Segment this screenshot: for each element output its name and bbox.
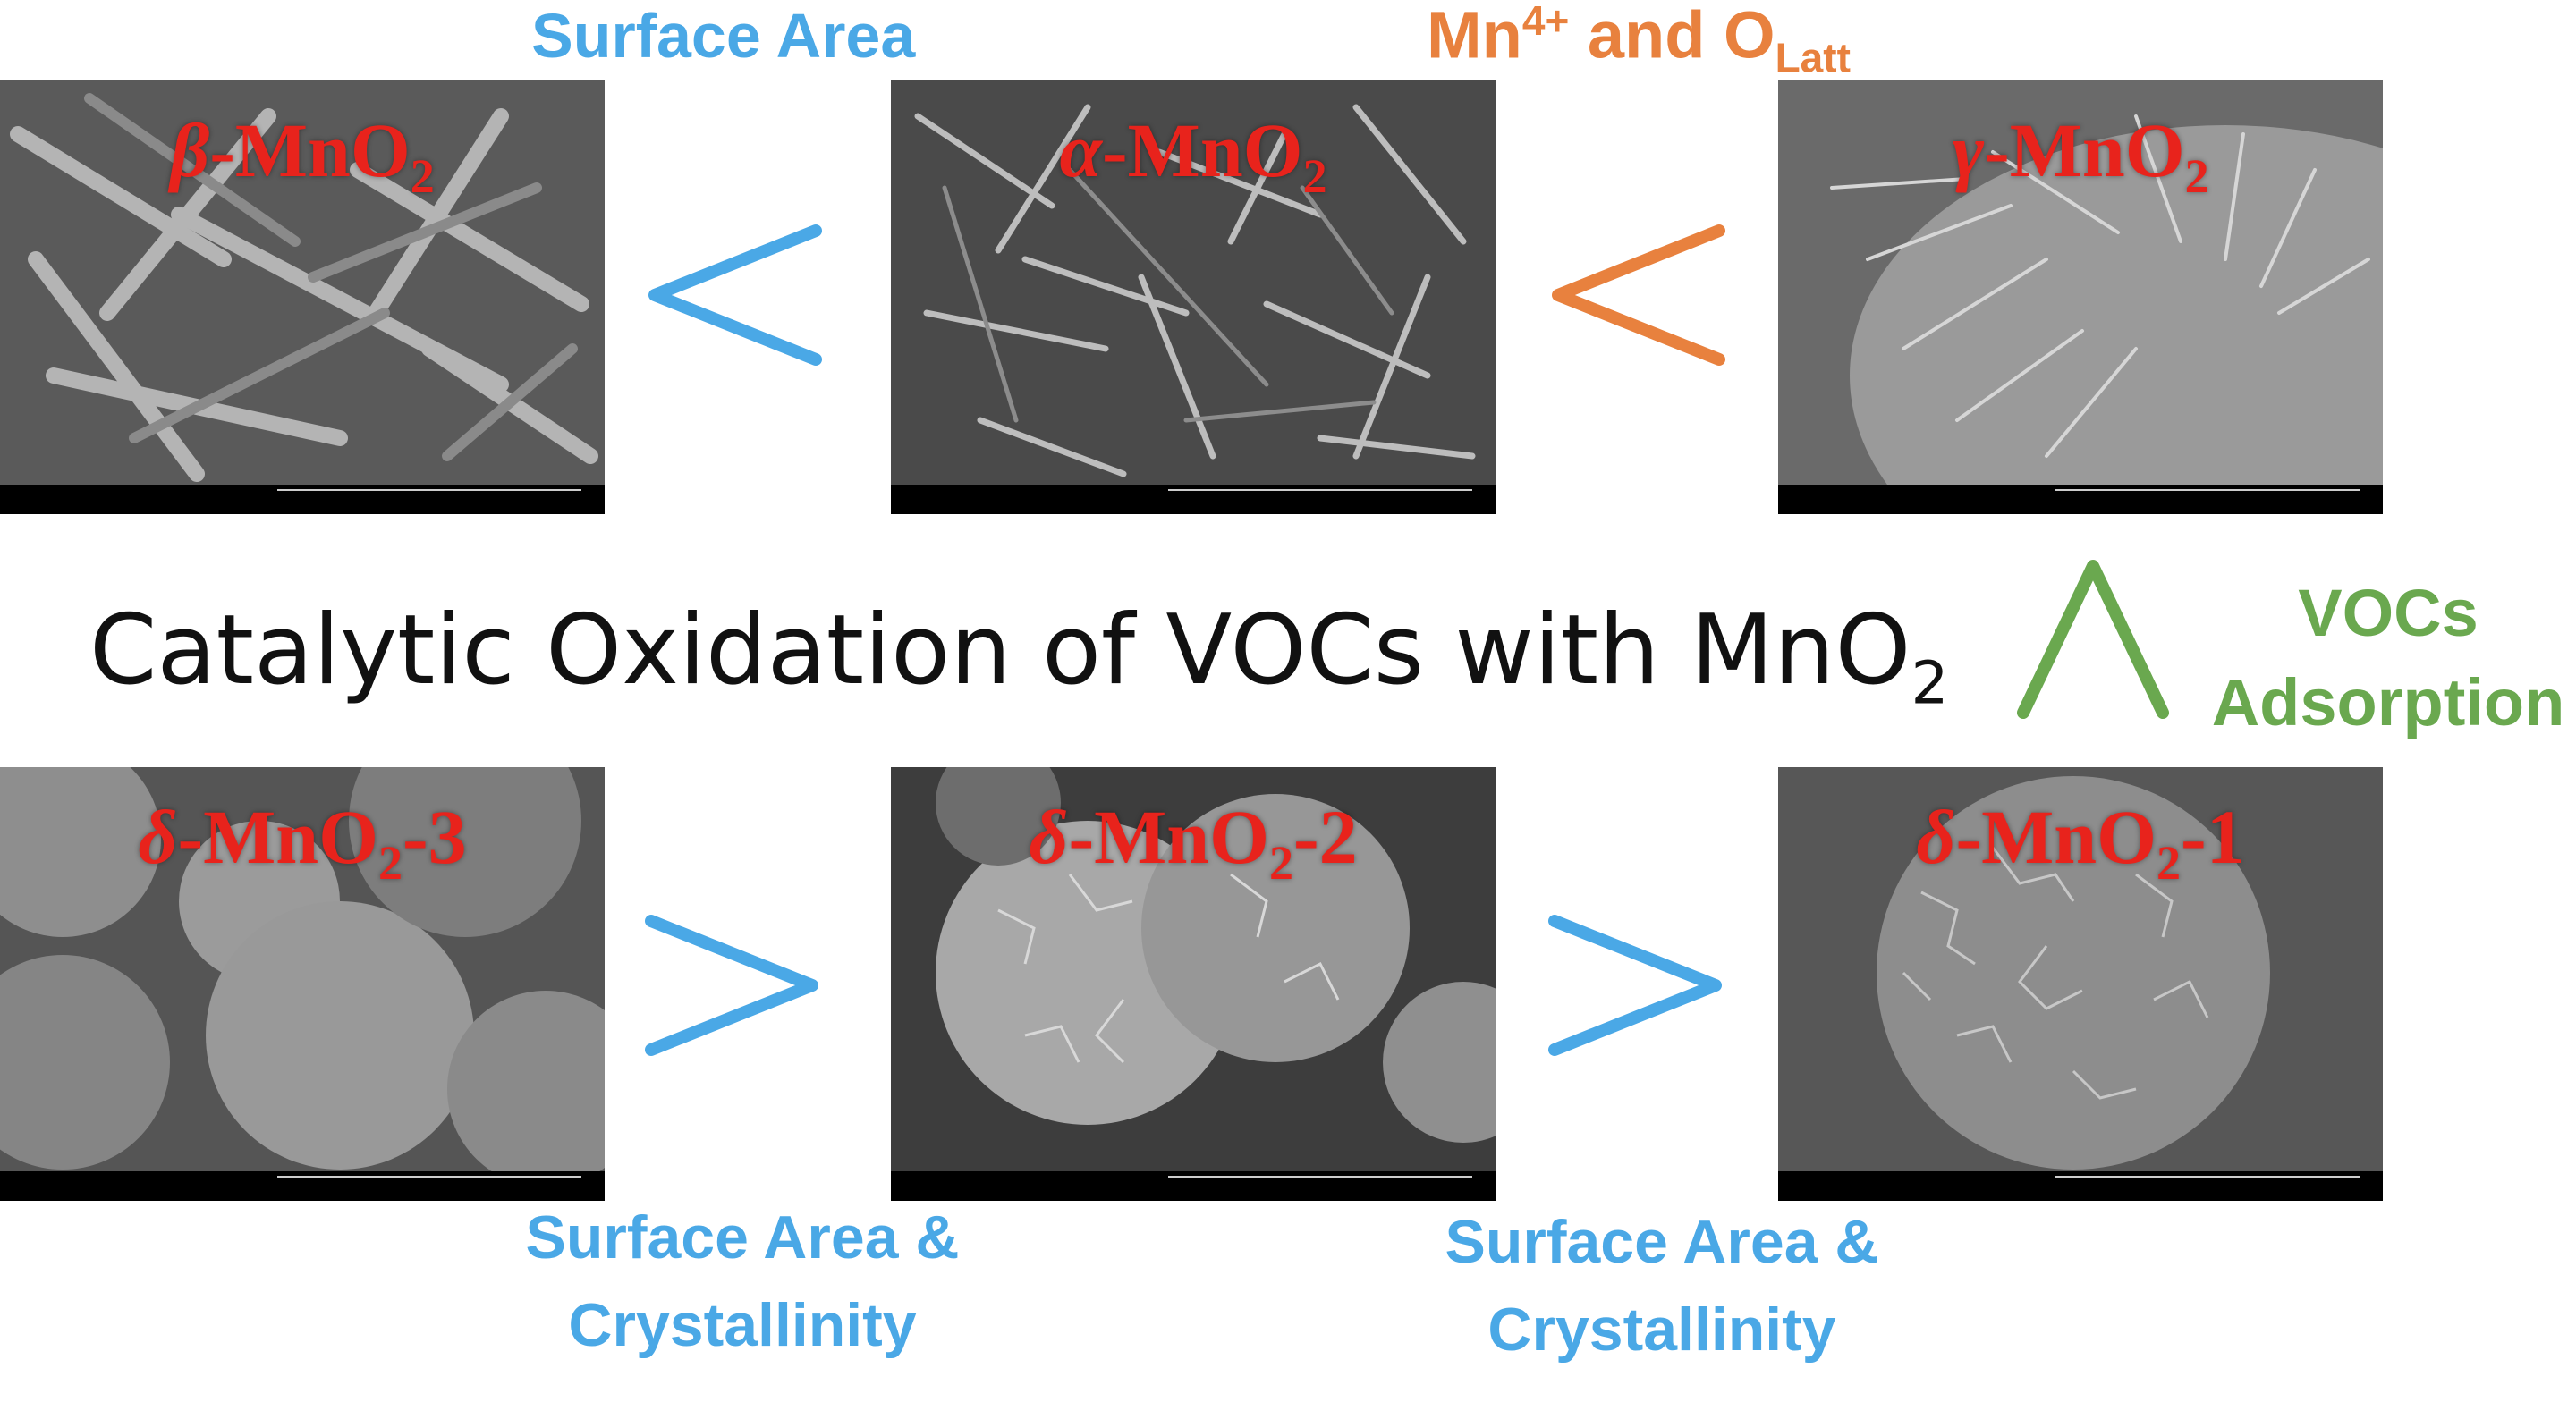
label-delta-mno2-2: δ-MnO2-2 xyxy=(1029,794,1358,891)
sem-image-alpha xyxy=(891,80,1496,514)
sem-info-bar xyxy=(891,1171,1496,1201)
vocs-line: VOCs xyxy=(2298,576,2479,650)
sem-image-beta xyxy=(0,80,605,514)
surface-area-label-top: Surface Area xyxy=(531,1,916,71)
delta2-texture xyxy=(891,767,1496,1171)
label-delta-mno2-3: δ-MnO2-3 xyxy=(138,794,467,891)
less-than-symbol-orange xyxy=(1552,224,1725,366)
caption-line-1: Surface Area & xyxy=(1445,1208,1879,1276)
delta1-texture xyxy=(1778,767,2383,1171)
mn-olatt-label: Mn4+ and OLatt xyxy=(1427,0,1851,81)
latt-subscript: Latt xyxy=(1775,34,1851,81)
beta-texture xyxy=(0,80,605,485)
surface-area-crystallinity-left: Surface Area & Crystallinity xyxy=(474,1194,1011,1369)
sem-info-bar xyxy=(1778,485,2383,514)
sem-image-gamma xyxy=(1778,80,2383,514)
mn-text: Mn xyxy=(1427,0,1522,72)
sem-image-delta-3 xyxy=(0,767,605,1201)
greater-than-symbol-left xyxy=(645,915,818,1056)
mn-superscript: 4+ xyxy=(1521,0,1570,44)
gamma-texture xyxy=(1778,80,2383,485)
sem-image-delta-1 xyxy=(1778,767,2383,1201)
surface-area-crystallinity-right: Surface Area & Crystallinity xyxy=(1394,1198,1930,1373)
delta3-texture xyxy=(0,767,605,1171)
sem-info-bar xyxy=(0,1171,605,1201)
sem-image-delta-2 xyxy=(891,767,1496,1201)
wedge-symbol-green xyxy=(2017,560,2169,719)
page-title: Catalytic Oxidation of VOCs with MnO2 xyxy=(89,595,1949,718)
label-gamma-mno2: γ-MnO2 xyxy=(1952,107,2209,204)
sem-info-bar xyxy=(0,485,605,514)
adsorption-line: Adsorption xyxy=(2211,665,2565,739)
alpha-texture xyxy=(891,80,1496,485)
label-delta-mno2-1: δ-MnO2-1 xyxy=(1916,794,2245,891)
greater-than-symbol-right xyxy=(1548,915,1722,1056)
label-beta-mno2: β-MnO2 xyxy=(170,107,435,204)
caption-line-2: Crystallinity xyxy=(568,1291,917,1359)
less-than-symbol-blue xyxy=(648,224,822,366)
vocs-adsorption-label: VOCs Adsorption xyxy=(2200,569,2576,747)
sem-info-bar xyxy=(891,485,1496,514)
caption-line-1: Surface Area & xyxy=(525,1204,960,1271)
label-alpha-mno2: α-MnO2 xyxy=(1059,107,1327,204)
caption-line-2: Crystallinity xyxy=(1487,1296,1836,1364)
sem-info-bar xyxy=(1778,1171,2383,1201)
and-o-text: and O xyxy=(1569,0,1775,72)
